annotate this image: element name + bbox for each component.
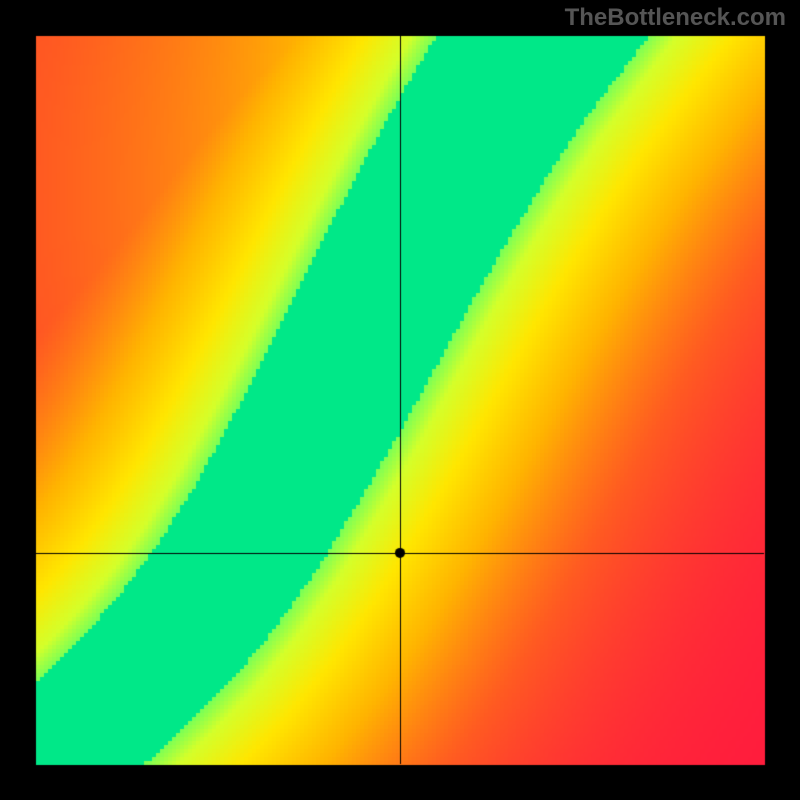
- chart-container: TheBottleneck.com: [0, 0, 800, 800]
- heatmap-canvas: [0, 0, 800, 800]
- watermark-text: TheBottleneck.com: [565, 4, 786, 32]
